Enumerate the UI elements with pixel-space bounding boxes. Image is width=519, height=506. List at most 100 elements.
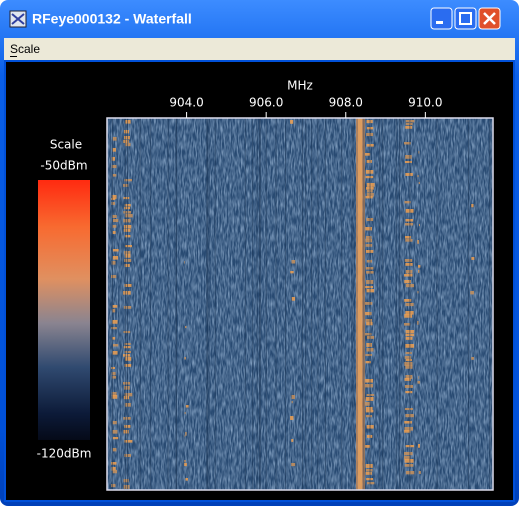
signal-dash (419, 471, 421, 474)
signal-dash (125, 357, 131, 361)
signal-column-core (358, 118, 362, 490)
signal-dash (405, 173, 412, 176)
menu-item[interactable]: Scale (10, 42, 40, 56)
close-button[interactable] (479, 8, 500, 29)
signal-dash (405, 464, 414, 467)
signal-dash (185, 326, 187, 328)
minimize-button[interactable] (431, 8, 452, 29)
signal-dash (406, 219, 414, 222)
signal-dash (404, 452, 413, 455)
signal-dash (365, 196, 372, 198)
signal-dash (184, 261, 185, 264)
signal-dash (418, 291, 419, 293)
signal-dash (185, 478, 187, 481)
app-icon (10, 11, 26, 27)
signal-dash (366, 415, 372, 417)
signal-dash (405, 223, 413, 226)
signal-dash (185, 412, 186, 414)
signal-dash (113, 256, 118, 260)
signal-dash (125, 214, 133, 217)
signal-dash (418, 270, 419, 273)
signal-dash (365, 302, 372, 305)
signal-dash (184, 460, 186, 462)
x-tick-label: 910.0 (408, 96, 442, 110)
signal-dash (366, 472, 372, 475)
signal-dash (113, 470, 118, 473)
signal-dash (366, 267, 374, 270)
signal-dash (366, 244, 373, 247)
signal-dash (405, 385, 413, 388)
signal-dash (417, 381, 420, 384)
signal-dash (419, 376, 420, 379)
signal-dash (404, 314, 412, 318)
signal-dash (471, 357, 474, 360)
signal-dash (111, 367, 115, 369)
signal-dash (123, 382, 130, 385)
signal-dash (405, 263, 412, 266)
signal-dash (365, 176, 373, 178)
signal-dash (406, 337, 413, 340)
x-tick-label: 908.0 (329, 96, 363, 110)
signal-dash (291, 463, 295, 466)
signal-dash (365, 354, 372, 356)
signal-dash (123, 354, 130, 357)
signal-dash (418, 444, 420, 448)
signal-dash (366, 343, 372, 347)
signal-dash (405, 352, 411, 354)
signal-dash (404, 421, 412, 424)
signal-dash (186, 405, 189, 408)
signal-dash (365, 384, 373, 387)
signal-dash (292, 260, 296, 264)
scale-max-label: -50dBm (40, 159, 87, 173)
signal-dash (366, 319, 373, 322)
maximize-button[interactable] (455, 8, 476, 29)
signal-dash (419, 224, 420, 226)
signal-dash (124, 396, 129, 399)
window: RFeye000132 - Waterfall Scale Scale -50d… (0, 0, 519, 506)
signal-dash (184, 463, 187, 466)
signal-dash (291, 439, 293, 442)
signal-dash (405, 459, 414, 463)
signal-dash (123, 219, 130, 222)
signal-dash (292, 395, 295, 399)
signal-dash (113, 231, 116, 234)
signal-dash (367, 435, 372, 438)
signal-dash (417, 240, 419, 244)
signal-dash (113, 249, 119, 251)
signal-dash (184, 357, 186, 360)
signal-dash (292, 297, 295, 301)
signal-dash (112, 305, 117, 308)
signal-dash (405, 126, 412, 129)
signal-dash (419, 182, 420, 184)
signal-dash (366, 464, 373, 468)
signal-dash (365, 445, 370, 448)
signal-dash (418, 265, 420, 268)
signal-dash (124, 485, 130, 489)
signal-dash (124, 130, 129, 133)
menu-bar (4, 38, 515, 60)
signal-dash (365, 402, 370, 406)
signal-dash (405, 259, 412, 262)
signal-dash (113, 174, 117, 177)
signal-dash (418, 151, 419, 154)
signal-dash (112, 351, 117, 355)
signal-dash (290, 416, 293, 420)
color-scale-bar (38, 180, 90, 440)
scale-min-label: -120dBm (37, 447, 92, 461)
signal-dash (113, 137, 117, 141)
signal-dash (405, 391, 412, 393)
signal-dash (405, 161, 412, 163)
signal-dash (113, 219, 118, 222)
signal-dash (418, 175, 419, 177)
signal-dash (367, 482, 374, 484)
signal-dash (365, 227, 372, 230)
signal-dash (406, 359, 412, 361)
signal-dash (112, 430, 117, 434)
signal-dash (471, 204, 473, 207)
signal-dash (366, 322, 372, 325)
signal-dash (404, 274, 412, 277)
signal-dash (365, 153, 370, 156)
signal-dash (471, 257, 474, 260)
menu-accel-underline (10, 56, 17, 57)
signal-dash (113, 421, 117, 424)
